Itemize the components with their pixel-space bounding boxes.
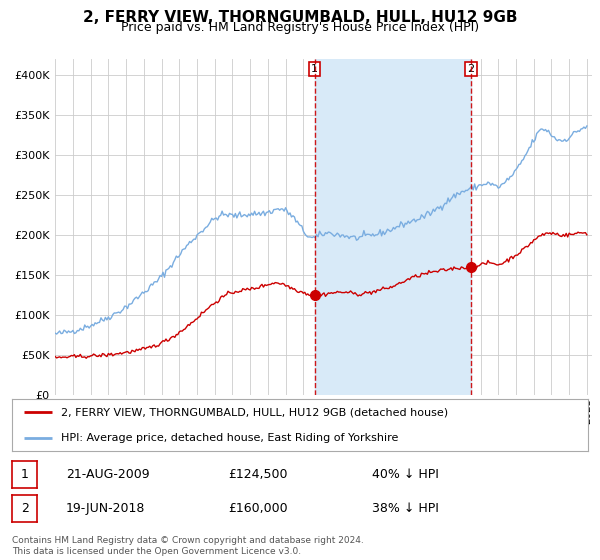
Text: 2: 2	[467, 64, 475, 74]
Text: HPI: Average price, detached house, East Riding of Yorkshire: HPI: Average price, detached house, East…	[61, 433, 398, 443]
Text: 2: 2	[20, 502, 29, 515]
Text: 2, FERRY VIEW, THORNGUMBALD, HULL, HU12 9GB (detached house): 2, FERRY VIEW, THORNGUMBALD, HULL, HU12 …	[61, 407, 448, 417]
Text: 2, FERRY VIEW, THORNGUMBALD, HULL, HU12 9GB: 2, FERRY VIEW, THORNGUMBALD, HULL, HU12 …	[83, 10, 517, 25]
Text: 1: 1	[20, 468, 29, 482]
Text: £160,000: £160,000	[228, 502, 287, 515]
Text: 1: 1	[311, 64, 318, 74]
Text: 40% ↓ HPI: 40% ↓ HPI	[372, 468, 439, 482]
Bar	[314, 59, 471, 395]
Text: £124,500: £124,500	[228, 468, 287, 482]
Text: 38% ↓ HPI: 38% ↓ HPI	[372, 502, 439, 515]
Text: 21-AUG-2009: 21-AUG-2009	[66, 468, 149, 482]
Text: Price paid vs. HM Land Registry's House Price Index (HPI): Price paid vs. HM Land Registry's House …	[121, 21, 479, 34]
Text: 19-JUN-2018: 19-JUN-2018	[66, 502, 145, 515]
Text: Contains HM Land Registry data © Crown copyright and database right 2024.
This d: Contains HM Land Registry data © Crown c…	[12, 536, 364, 556]
